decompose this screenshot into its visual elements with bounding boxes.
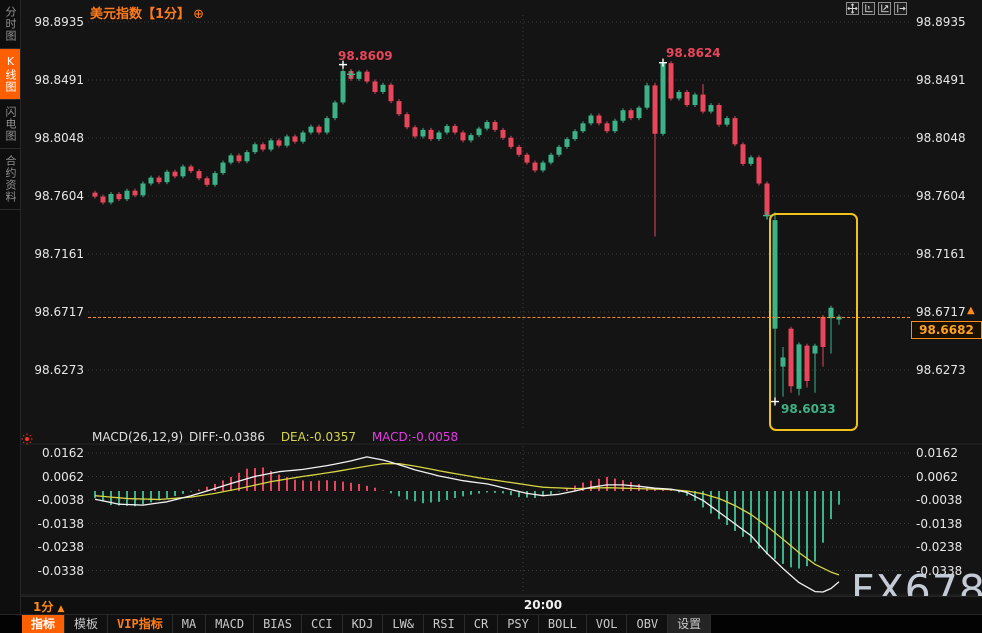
tab-obv[interactable]: OBV [627,615,669,633]
tab-cci[interactable]: CCI [301,615,343,633]
macd-axis-right-label: -0.0238 [916,540,963,554]
last-price-tag: 98.6682 [911,321,982,339]
macd-axis-left-label: -0.0238 [37,540,84,554]
macd-header: MACD(26,12,9) DIFF:-0.0386 DEA:-0.0357 M… [92,430,460,444]
macd-axis-right-label: -0.0138 [916,516,963,531]
sidebar-item-kline-chart[interactable]: K线图 [0,49,20,100]
price-axis-right-label: 98.6273 [916,363,966,377]
price-axis-right-label: 98.7604 [916,189,966,203]
macd-axis-right-label: -0.0338 [916,563,963,578]
add-indicator-icon[interactable]: ⊕ [193,7,204,22]
tab-vol[interactable]: VOL [586,615,628,633]
time-axis-row: 1分 ▲ 20:00 [21,596,982,615]
macd-axis-right-label: 0.0062 [916,469,958,484]
chevron-up-icon: ▲ [57,604,65,614]
tab-rsi[interactable]: RSI [424,615,465,633]
alert-sun-icon[interactable] [21,430,33,449]
macd-axis-left-label: -0.0038 [37,493,84,507]
tab-macd[interactable]: MACD [206,615,255,633]
price-arrow-marker: ▲ [967,305,975,316]
macd-axis-left-label: 0.0162 [42,446,84,460]
macd-axis-right-label: -0.0038 [916,493,963,507]
price-axis-left-label: 98.8935 [34,15,84,29]
macd-axis-right-label: 0.0162 [916,446,958,460]
interval-selector[interactable]: 1分 ▲ [33,598,64,615]
price-axis-left-label: 98.6273 [34,363,84,377]
interval-label: 1分 [33,600,54,614]
indicator-tabbar: 指标 模板 VIP指标 MA MACD BIAS CCI KDJ LW& RSI CR PSY BOLL… [0,614,982,633]
macd-diff-value: DIFF:-0.0386 [188,430,265,444]
pan-icon[interactable] [846,2,859,15]
axis-scale-right-icon[interactable] [878,2,891,15]
tab-psy[interactable]: PSY [498,615,539,633]
tab-ma[interactable]: MA [172,615,207,633]
price-axis-right-label: 98.8935 [916,15,966,29]
sidebar-item-flash-chart[interactable]: 闪电图 [0,100,20,149]
macd-axis-left-label: -0.0138 [37,516,84,531]
high-annotation-1: 98.8609 [338,49,393,63]
symbol-name: 美元指数 [90,7,143,22]
macd-panel[interactable] [88,446,910,594]
tab-vip指标[interactable]: VIP指标 [108,615,173,633]
price-axis-left-label: 98.7161 [34,247,84,261]
macd-macd-value: MACD:-0.0058 [371,430,459,444]
collapse-right-icon[interactable] [894,2,907,15]
time-tick: 20:00 [523,598,563,612]
chart-toolbar [846,2,907,15]
tab-lw&[interactable]: LW& [383,615,425,633]
tab-kdj[interactable]: KDJ [342,615,384,633]
macd-params: MACD(26,12,9) [92,430,184,444]
tab-模板[interactable]: 模板 [65,615,109,633]
sidebar-item-time-chart[interactable]: 分时图 [0,0,20,49]
tab-cr[interactable]: CR [464,615,499,633]
highlight-box [769,213,858,431]
price-axis-left-label: 98.8491 [34,73,84,87]
price-axis-left-label: 98.8048 [34,131,84,145]
price-axis-left-label: 98.6717 [34,305,84,319]
tab-boll[interactable]: BOLL [538,615,587,633]
price-axis-right-label: 98.8048 [916,131,966,145]
high-annotation-2: 98.8624 [666,46,721,60]
price-axis-right-label: 98.7161 [916,247,966,261]
macd-dea-value: DEA:-0.0357 [280,430,356,444]
tab-bias[interactable]: BIAS [254,615,302,633]
interval-tag: 【1分】 [142,7,191,22]
macd-axis-left-label: -0.0338 [37,563,84,578]
chart-title: 美元指数【1分】 ⊕ [90,3,204,22]
price-axis-left-label: 98.7604 [34,189,84,203]
last-price-line [88,317,910,318]
price-axis-right-label: 98.6717 [916,305,966,319]
axis-scale-left-icon[interactable] [862,2,875,15]
low-annotation: 98.6033 [781,402,836,416]
tab-指标[interactable]: 指标 [22,615,66,633]
price-axis-right-label: 98.8491 [916,73,966,87]
sidebar-item-contract-info[interactable]: 合约资料 [0,149,20,210]
macd-axis-left-label: 0.0062 [42,469,84,484]
tab-设置[interactable]: 设置 [668,615,712,633]
sidebar: 分时图 K线图 闪电图 合约资料 [0,0,21,633]
